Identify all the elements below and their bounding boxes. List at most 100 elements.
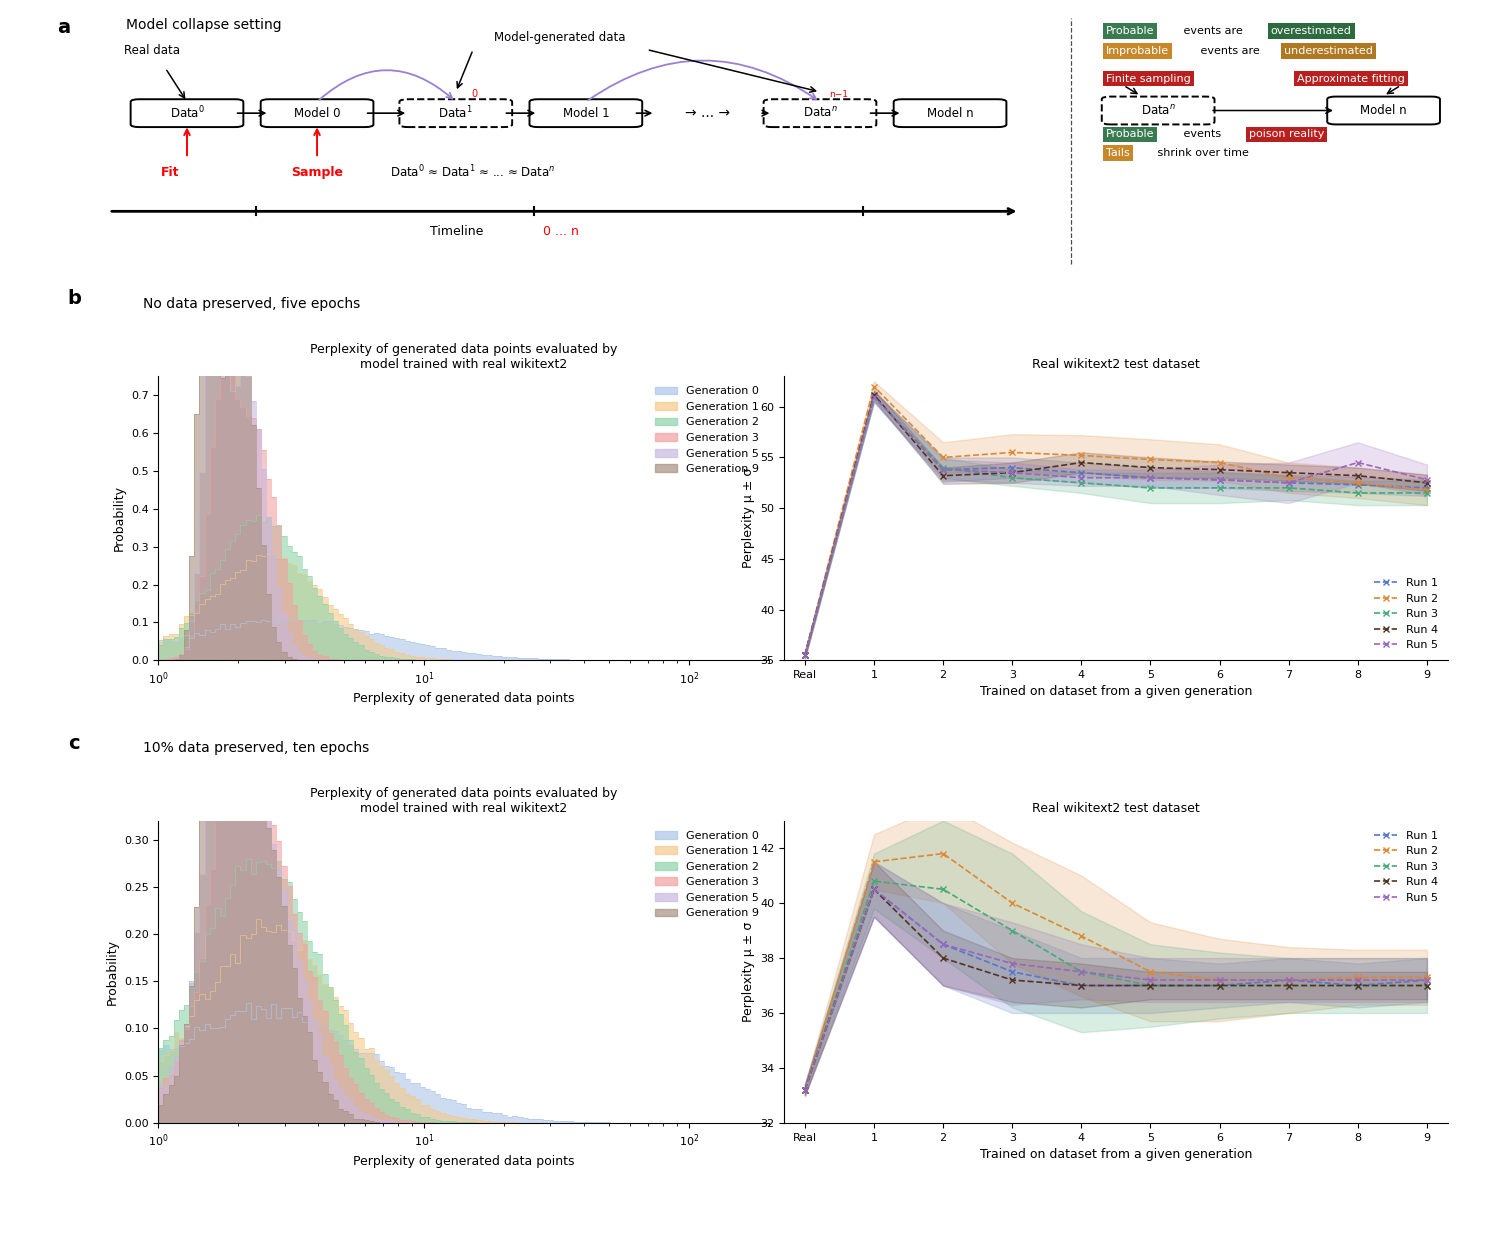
Run 3 [1211, 979, 1229, 993]
Text: Data$^1$: Data$^1$ [439, 105, 474, 121]
Text: shrink over time: shrink over time [1154, 148, 1249, 158]
Polygon shape [158, 427, 769, 1123]
FancyBboxPatch shape [894, 99, 1006, 127]
Text: b: b [68, 290, 81, 308]
Run 3 [866, 874, 884, 888]
Text: Data$^0$ ≈ Data$^1$ ≈ ... ≈ Data$^n$: Data$^0$ ≈ Data$^1$ ≈ ... ≈ Data$^n$ [391, 163, 556, 180]
Run 5 [1280, 475, 1298, 490]
Text: Fit: Fit [160, 167, 179, 179]
Text: events are: events are [1179, 26, 1246, 36]
Text: Model 1: Model 1 [562, 106, 609, 120]
Run 3 [1211, 480, 1229, 495]
Legend: Run 1, Run 2, Run 3, Run 4, Run 5: Run 1, Run 2, Run 3, Run 4, Run 5 [1369, 574, 1442, 654]
Line: Run 4: Run 4 [801, 391, 1431, 659]
Run 5 [1072, 964, 1090, 979]
Text: a: a [57, 17, 69, 37]
Y-axis label: Probability: Probability [106, 939, 118, 1004]
Run 5 [1348, 972, 1366, 987]
Run 5 [1348, 455, 1366, 470]
Text: poison reality: poison reality [1249, 130, 1324, 139]
Run 4 [1280, 465, 1298, 480]
Run 1 [1211, 473, 1229, 487]
Text: c: c [68, 734, 80, 753]
Run 4 [1280, 979, 1298, 993]
Run 3 [1418, 485, 1436, 500]
Polygon shape [158, 515, 769, 660]
Text: Model n: Model n [1360, 104, 1407, 117]
Run 4 [1348, 979, 1366, 993]
Run 3 [1142, 979, 1160, 993]
Text: Probable: Probable [1105, 26, 1155, 36]
Run 1 [796, 648, 814, 663]
Title: Perplexity of generated data points evaluated by
model trained with real wikitex: Perplexity of generated data points eval… [311, 343, 617, 371]
Run 4 [1142, 979, 1160, 993]
Run 1 [1211, 979, 1229, 993]
Run 2 [1072, 929, 1090, 944]
Line: Run 1: Run 1 [801, 886, 1431, 1093]
Text: Model-generated data: Model-generated data [495, 31, 626, 44]
Line: Run 2: Run 2 [801, 850, 1431, 1093]
Text: Improbable: Improbable [1105, 46, 1169, 56]
Run 3 [1280, 480, 1298, 495]
Run 5 [1211, 972, 1229, 987]
FancyBboxPatch shape [529, 99, 642, 127]
Text: Model n: Model n [927, 106, 973, 120]
Run 5 [933, 463, 952, 478]
Run 2 [1280, 470, 1298, 485]
Run 2 [1348, 475, 1366, 490]
Run 1 [933, 463, 952, 478]
Run 1 [796, 1082, 814, 1097]
Text: 10% data preserved, ten epochs: 10% data preserved, ten epochs [143, 742, 369, 755]
FancyBboxPatch shape [1102, 96, 1214, 125]
Run 2 [866, 854, 884, 869]
Text: Approximate fitting: Approximate fitting [1297, 74, 1405, 84]
Title: Real wikitext2 test dataset: Real wikitext2 test dataset [1031, 358, 1200, 371]
Run 1 [866, 882, 884, 897]
FancyBboxPatch shape [763, 99, 876, 127]
Y-axis label: Perplexity μ ± σ: Perplexity μ ± σ [742, 922, 754, 1022]
Run 2 [1211, 455, 1229, 470]
Run 5 [1142, 972, 1160, 987]
Run 1 [1072, 465, 1090, 480]
Run 5 [1418, 972, 1436, 987]
Line: Run 2: Run 2 [801, 383, 1431, 659]
Legend: Generation 0, Generation 1, Generation 2, Generation 3, Generation 5, Generation: Generation 0, Generation 1, Generation 2… [650, 827, 763, 923]
Run 1 [933, 937, 952, 951]
Run 2 [1142, 452, 1160, 466]
Run 1 [1418, 972, 1436, 987]
Run 2 [1003, 896, 1021, 911]
Y-axis label: Perplexity μ ± σ: Perplexity μ ± σ [742, 468, 756, 569]
Line: Run 4: Run 4 [801, 886, 1431, 1093]
Text: Sample: Sample [291, 167, 342, 179]
Run 4 [866, 882, 884, 897]
Run 4 [1003, 972, 1021, 987]
Run 5 [1072, 470, 1090, 485]
Run 2 [1280, 972, 1298, 987]
Text: Tails: Tails [1105, 148, 1129, 158]
Run 4 [796, 648, 814, 663]
Run 2 [1142, 964, 1160, 979]
Run 5 [1418, 473, 1436, 487]
Run 3 [1003, 923, 1021, 938]
Polygon shape [158, 151, 769, 660]
Text: Data$^0$: Data$^0$ [169, 105, 205, 121]
Run 5 [1142, 470, 1160, 485]
Run 3 [1142, 480, 1160, 495]
Run 4 [933, 950, 952, 965]
Run 1 [1003, 460, 1021, 475]
Run 4 [1418, 979, 1436, 993]
Legend: Generation 0, Generation 1, Generation 2, Generation 3, Generation 5, Generation: Generation 0, Generation 1, Generation 2… [650, 383, 763, 479]
Run 2 [1418, 482, 1436, 497]
Run 5 [1280, 972, 1298, 987]
Run 4 [1211, 463, 1229, 478]
Polygon shape [158, 554, 769, 660]
Run 3 [1348, 979, 1366, 993]
Run 5 [796, 648, 814, 663]
Run 4 [1211, 979, 1229, 993]
Line: Run 1: Run 1 [801, 394, 1431, 659]
Text: 0: 0 [472, 89, 478, 100]
Run 2 [1418, 970, 1436, 985]
Run 1 [1280, 972, 1298, 987]
Run 1 [1142, 470, 1160, 485]
Run 1 [1003, 964, 1021, 979]
